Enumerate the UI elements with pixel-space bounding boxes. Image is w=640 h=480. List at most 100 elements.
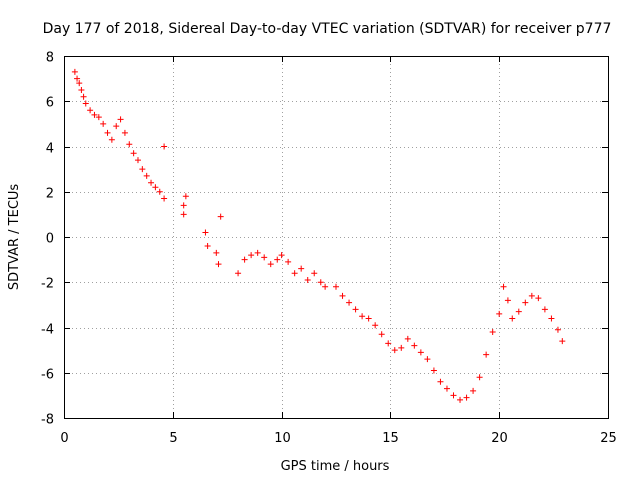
data-point [161, 143, 168, 150]
data-point [104, 129, 111, 136]
data-point [476, 374, 483, 381]
data-point [424, 356, 431, 363]
plot-frame [64, 56, 609, 419]
data-point [322, 283, 329, 290]
data-point [483, 351, 490, 358]
data-point [248, 252, 255, 259]
data-point [254, 249, 261, 256]
data-point [298, 265, 305, 272]
data-point [515, 308, 522, 315]
data-point [317, 279, 324, 286]
data-point [82, 100, 89, 107]
x-tick-label: 20 [491, 431, 508, 446]
data-point [143, 172, 150, 179]
y-tick-label: -6 [41, 368, 54, 383]
data-point [463, 394, 470, 401]
data-point [430, 367, 437, 374]
x-tick-label: 25 [600, 431, 617, 446]
data-point [352, 306, 359, 313]
data-point [113, 123, 120, 130]
y-tick-label: -8 [41, 413, 54, 428]
data-point [339, 292, 346, 299]
data-point [346, 299, 353, 306]
data-point [213, 249, 220, 256]
data-point [217, 213, 224, 220]
data-point [156, 188, 163, 195]
data-point [450, 392, 457, 399]
data-point [404, 335, 411, 342]
x-tick-label: 0 [60, 431, 68, 446]
data-point [470, 387, 477, 394]
y-tick-label: 0 [46, 232, 54, 247]
data-point [378, 331, 385, 338]
data-point [548, 315, 555, 322]
data-point [180, 211, 187, 218]
data-point [391, 347, 398, 354]
data-point [100, 120, 107, 127]
data-point [411, 342, 418, 349]
data-point [95, 114, 102, 121]
y-tick-labels: -8 -6 -4 -2 0 2 4 6 8 [41, 51, 54, 428]
x-tick-labels: 0 5 10 15 20 25 [60, 431, 616, 446]
data-point [285, 258, 292, 265]
data-point [509, 315, 516, 322]
data-point [385, 340, 392, 347]
y-tick-label: 2 [46, 187, 54, 202]
data-point [108, 136, 115, 143]
x-axis-label: GPS time / hours [281, 459, 390, 474]
data-point [180, 202, 187, 209]
chart-title: Day 177 of 2018, Sidereal Day-to-day VTE… [43, 21, 612, 37]
data-point [241, 256, 248, 263]
data-point [87, 107, 94, 114]
data-point [528, 292, 535, 299]
y-tick-label: 8 [46, 51, 54, 66]
y-tick-label: -2 [41, 277, 54, 292]
data-point [126, 141, 133, 148]
data-point [291, 270, 298, 277]
data-point [541, 306, 548, 313]
data-point [161, 195, 168, 202]
data-point [139, 166, 146, 173]
data-point [504, 297, 511, 304]
data-point [311, 270, 318, 277]
data-point [148, 179, 155, 186]
data-point [372, 322, 379, 329]
data-point [489, 329, 496, 336]
data-point [359, 313, 366, 320]
data-point [274, 256, 281, 263]
data-point [333, 283, 339, 290]
data-point [457, 396, 464, 403]
data-point [417, 349, 424, 356]
data-point [496, 310, 503, 317]
data-point [278, 252, 285, 259]
x-tick-label: 10 [274, 431, 291, 446]
data-point [117, 116, 124, 123]
data-point [535, 295, 542, 302]
data-point [182, 193, 189, 200]
data-point [437, 378, 444, 385]
data-point [261, 254, 268, 261]
data-point [365, 315, 372, 322]
data-point [554, 326, 561, 333]
y-tick-label: 6 [46, 96, 54, 111]
data-point [522, 299, 529, 306]
y-tick-label: 4 [46, 142, 54, 157]
x-tick-label: 5 [169, 431, 177, 446]
data-point [304, 276, 311, 283]
data-point [121, 129, 128, 136]
data-point [76, 80, 83, 87]
data-point [215, 261, 222, 268]
data-point [443, 385, 450, 392]
data-point [152, 184, 159, 191]
data-point [130, 150, 137, 157]
y-axis-label: SDTVAR / TECUs [7, 184, 22, 291]
data-point [559, 338, 566, 345]
data-point [80, 93, 87, 100]
data-point [71, 68, 78, 75]
data-point [500, 283, 507, 290]
data-point [398, 344, 405, 351]
data-points [71, 68, 566, 403]
data-point [91, 111, 98, 118]
